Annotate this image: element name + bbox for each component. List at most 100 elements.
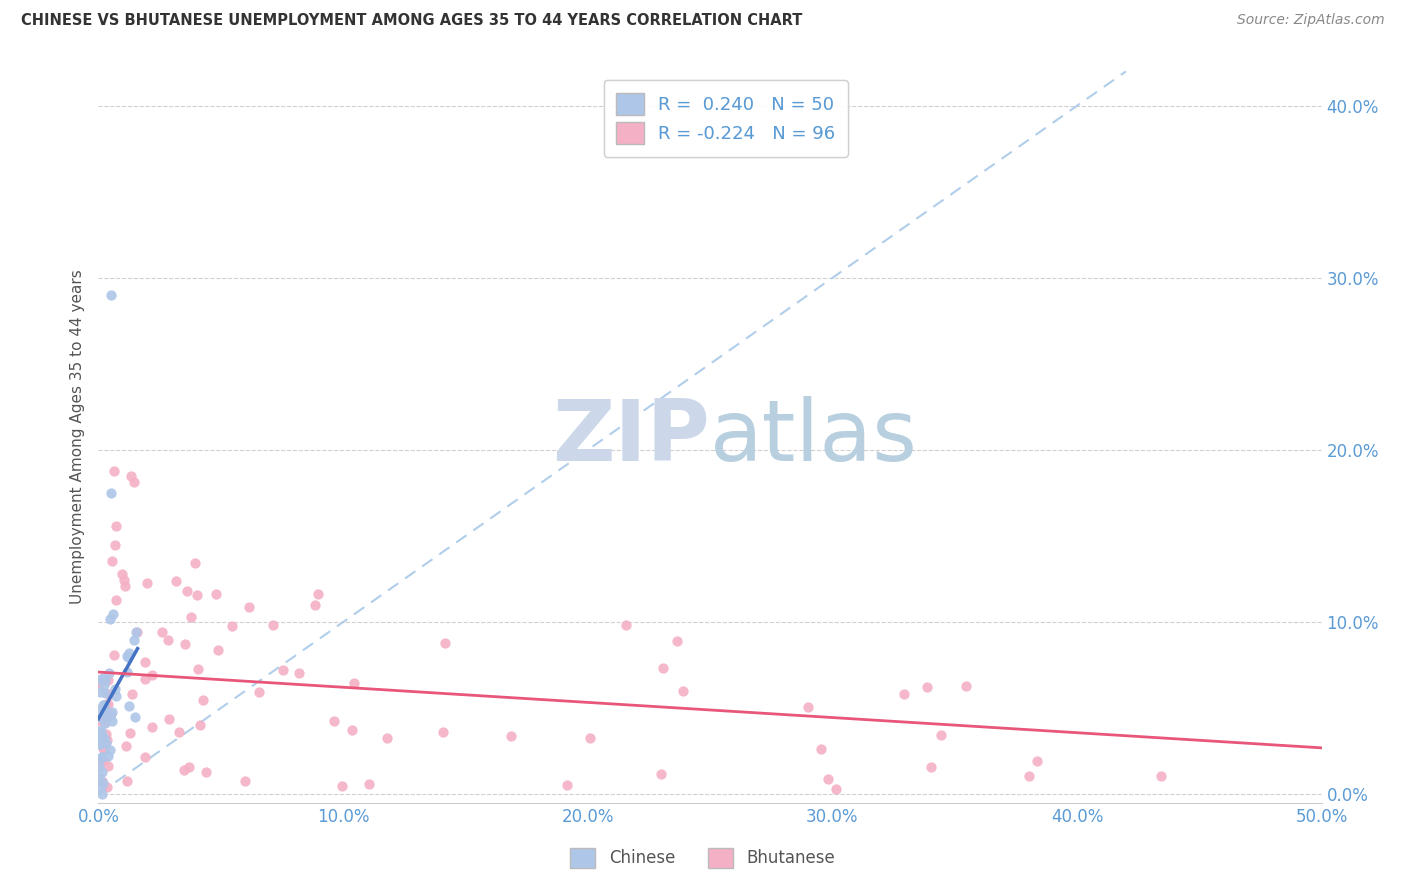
Point [96, 732, 118, 747]
Point [117, 649, 139, 664]
Point [93, 753, 115, 767]
Point [915, 680, 938, 694]
Point [825, 782, 848, 797]
Point [323, 714, 346, 728]
Point [87, 738, 110, 752]
Point [187, 661, 209, 675]
Point [343, 676, 366, 690]
Point [100, 288, 122, 302]
Point [91, 698, 114, 712]
Point [98, 708, 121, 723]
Point [87, 759, 110, 773]
Point [893, 687, 915, 701]
Point [98, 612, 121, 626]
Point [118, 725, 141, 739]
Point [114, 739, 136, 753]
Point [104, 682, 127, 697]
Point [89, 772, 111, 786]
Point [141, 721, 163, 735]
Point [157, 713, 180, 727]
Point [180, 610, 202, 624]
Legend: R =  0.240   N = 50, R = -0.224   N = 96: R = 0.240 N = 50, R = -0.224 N = 96 [603, 80, 848, 157]
Point [91, 787, 114, 801]
Point [247, 685, 270, 699]
Point [122, 475, 145, 489]
Point [90, 750, 112, 764]
Point [97, 759, 120, 773]
Point [176, 584, 198, 599]
Point [101, 554, 124, 568]
Point [98, 743, 121, 757]
Point [103, 464, 125, 478]
Point [173, 764, 195, 778]
Point [118, 698, 141, 713]
Text: Source: ZipAtlas.com: Source: ZipAtlas.com [1237, 13, 1385, 28]
Point [90, 774, 112, 789]
Point [104, 538, 127, 552]
Point [1150, 769, 1173, 783]
Point [93, 698, 115, 712]
Point [124, 710, 146, 724]
Point [150, 624, 173, 639]
Point [797, 700, 820, 714]
Point [233, 774, 256, 789]
Point [650, 767, 672, 781]
Point [118, 646, 141, 660]
Point [1026, 754, 1049, 768]
Point [93, 776, 115, 790]
Point [184, 556, 207, 570]
Point [205, 587, 228, 601]
Point [94, 697, 117, 711]
Point [94, 705, 117, 719]
Point [94, 736, 117, 750]
Point [89, 754, 111, 768]
Point [97, 709, 120, 723]
Point [1018, 769, 1040, 783]
Point [134, 655, 156, 669]
Point [262, 618, 284, 632]
Point [287, 665, 309, 680]
Point [194, 764, 217, 779]
Point [111, 567, 134, 582]
Point [89, 780, 111, 795]
Point [186, 588, 208, 602]
Point [115, 649, 138, 664]
Point [614, 617, 637, 632]
Point [375, 731, 398, 745]
Point [134, 749, 156, 764]
Point [105, 519, 128, 533]
Point [89, 676, 111, 690]
Point [90, 765, 112, 780]
Point [433, 636, 456, 650]
Y-axis label: Unemployment Among Ages 35 to 44 years: Unemployment Among Ages 35 to 44 years [70, 269, 86, 605]
Point [666, 634, 689, 648]
Point [93, 742, 115, 756]
Point [579, 731, 602, 745]
Point [90, 672, 112, 686]
Point [207, 642, 229, 657]
Point [91, 731, 114, 745]
Point [810, 742, 832, 756]
Text: ZIP: ZIP [553, 395, 710, 479]
Point [238, 600, 260, 615]
Point [173, 637, 195, 651]
Point [105, 593, 128, 607]
Point [124, 624, 146, 639]
Point [304, 598, 326, 612]
Point [105, 690, 128, 704]
Point [955, 679, 977, 693]
Point [101, 607, 124, 622]
Point [97, 749, 120, 764]
Point [94, 673, 117, 688]
Point [191, 693, 214, 707]
Point [920, 760, 942, 774]
Point [114, 579, 136, 593]
Point [652, 661, 675, 675]
Point [87, 714, 110, 729]
Point [141, 668, 163, 682]
Point [91, 736, 114, 750]
Point [931, 728, 953, 742]
Point [177, 760, 200, 774]
Point [188, 717, 211, 731]
Point [87, 676, 110, 690]
